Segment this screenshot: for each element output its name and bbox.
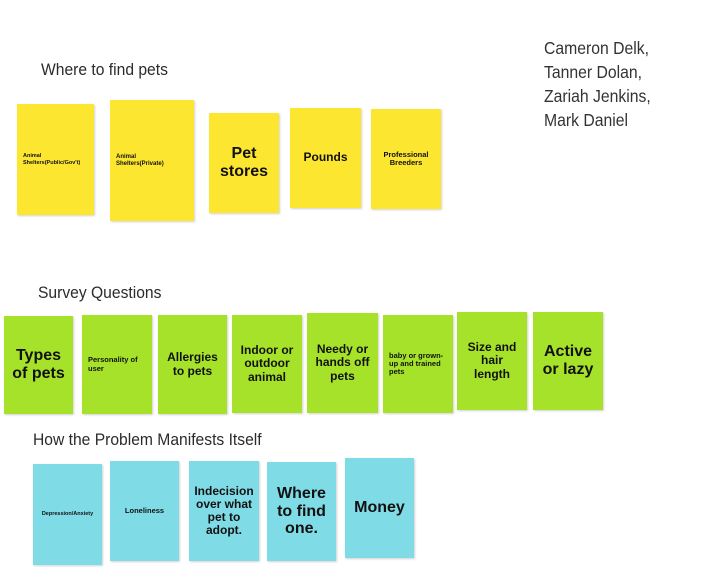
sticky-note-text: Size and hair length (467, 340, 517, 381)
sticky-note-pounds[interactable]: Pounds (290, 108, 361, 208)
sticky-note-needy-or-hands-off-pets[interactable]: Needy or hands off pets (307, 313, 378, 413)
sticky-note-animal-shelters-private[interactable]: Animal Shelters(Private) (110, 100, 194, 221)
sticky-note-text: Loneliness (124, 505, 165, 515)
author-name: Tanner Dolan, (544, 62, 643, 82)
sticky-note-text: Indecision over what pet to adopt. (194, 483, 254, 538)
sticky-note-text: Pet stores (219, 145, 269, 180)
sticky-note-text: Active or lazy (542, 343, 594, 378)
sticky-note-personality-of-user[interactable]: Personality of user (82, 315, 152, 414)
sticky-note-professional-breeders[interactable]: Professional Breeders (371, 109, 441, 209)
sticky-note-types-of-pets[interactable]: Types of pets (4, 316, 73, 414)
sticky-note-allergies-to-pets[interactable]: Allergies to pets (158, 315, 227, 414)
sticky-note-text: Money (354, 499, 405, 517)
sticky-note-loneliness[interactable]: Loneliness (110, 461, 179, 561)
sticky-note-size-and-hair-length[interactable]: Size and hair length (457, 312, 527, 410)
sticky-note-text: Animal Shelters(Public/Gov't) (23, 153, 81, 166)
sticky-note-money[interactable]: Money (345, 458, 414, 558)
sticky-note-indecision[interactable]: Indecision over what pet to adopt. (189, 461, 259, 561)
sticky-note-depression-anxiety[interactable]: Depression/Anxiety (33, 464, 102, 565)
sticky-note-text: Animal Shelters(Private) (116, 153, 164, 167)
heading-where-to-find-pets: Where to find pets (41, 60, 168, 79)
sticky-note-baby-or-grown-up-pets[interactable]: baby or grown-up and trained pets (383, 315, 453, 413)
heading-survey-questions: Survey Questions (38, 283, 162, 302)
sticky-note-text: Depression/Anxiety (41, 511, 94, 518)
sticky-note-text: Pounds (303, 150, 348, 165)
author-name: Mark Daniel (544, 110, 629, 130)
sticky-note-animal-shelters-public[interactable]: Animal Shelters(Public/Gov't) (17, 104, 94, 215)
sticky-note-where-to-find-one[interactable]: Where to find one. (267, 462, 336, 561)
sticky-note-text: Indoor or outdoor animal (240, 343, 294, 384)
sticky-note-pet-stores[interactable]: Pet stores (209, 113, 279, 213)
sticky-note-text: Types of pets (12, 347, 65, 382)
sticky-note-indoor-or-outdoor-animal[interactable]: Indoor or outdoor animal (232, 315, 302, 413)
author-name: Cameron Delk, (544, 38, 650, 58)
sticky-note-active-or-lazy[interactable]: Active or lazy (533, 312, 603, 410)
sticky-note-text: Needy or hands off pets (315, 342, 370, 383)
sticky-note-text: Personality of user (88, 355, 138, 373)
author-list: Cameron Delk, Tanner Dolan, Zariah Jenki… (544, 36, 651, 132)
author-name: Zariah Jenkins, (544, 86, 651, 106)
heading-how-problem-manifests: How the Problem Manifests Itself (33, 430, 262, 449)
sticky-note-text: Professional Breeders (383, 149, 429, 167)
sticky-note-text: Where to find one. (277, 485, 326, 538)
sticky-note-text: Allergies to pets (167, 350, 218, 378)
sticky-note-text: baby or grown-up and trained pets (389, 350, 444, 377)
